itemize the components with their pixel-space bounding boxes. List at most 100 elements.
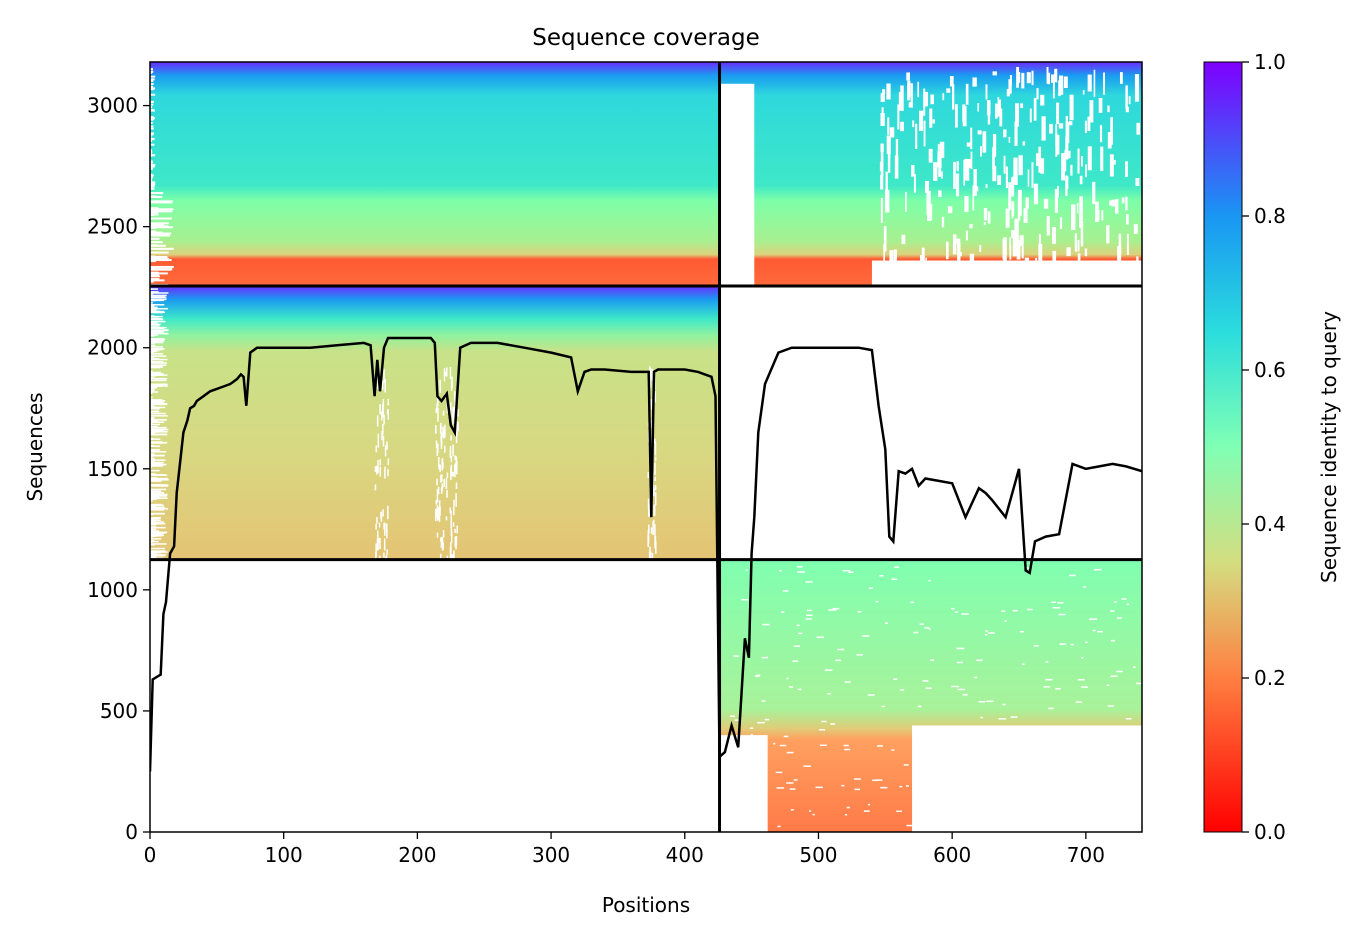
gap-mark [150,302,153,304]
gap-mark [150,392,153,394]
gap-mark [439,424,442,433]
gap-mark [1004,750,1011,752]
gap-mark [907,84,910,101]
gap-mark [383,522,385,530]
gap-mark [893,249,897,267]
gap-mark [1125,718,1132,720]
gap-mark [919,110,924,132]
gap-mark [997,97,1000,101]
gap-mark [844,748,851,751]
gap-mark [803,765,811,767]
gap-mark [1065,116,1068,124]
gap-mark [879,575,884,577]
gap-mark [893,678,898,680]
gap-mark [150,161,154,164]
gap-mark [897,104,900,130]
y-tick-label: 2000 [87,336,138,360]
gap-mark [150,550,166,552]
gap-mark [917,705,922,708]
gap-mark [1014,218,1019,244]
gap-mark [751,768,756,771]
gap-mark [150,208,174,211]
gap-mark [894,155,899,179]
gap-mark [1135,178,1140,186]
gap-mark [740,778,746,780]
gap-mark [971,803,980,806]
gap-mark [150,533,156,535]
gap-mark [377,382,379,389]
gap-mark [150,200,173,203]
gap-mark [1126,233,1129,255]
gap-mark [150,173,153,176]
gap-mark [875,600,879,603]
gap-mark [1079,213,1081,228]
gap-mark [954,104,958,128]
gap-mark [1003,129,1007,138]
gap-mark [953,161,956,189]
gap-mark [375,465,378,475]
gap-mark [1065,121,1070,144]
gap-mark [1054,68,1058,83]
gap-mark [442,426,444,438]
gap-mark [883,244,886,271]
gap-mark [1088,618,1097,620]
gap-mark [884,622,889,625]
gap-mark [150,325,160,327]
gap-mark [965,83,969,105]
gap-mark [1013,157,1018,185]
colorbar-tick-label: 0.2 [1254,666,1286,690]
gap-mark [150,453,155,455]
gap-mark [1074,787,1081,790]
gap-mark [150,342,156,344]
gap-mark [150,338,161,340]
gap-mark [1054,189,1059,213]
gap-mark [150,316,159,318]
gap-mark [1040,158,1045,174]
gap-mark [967,812,972,815]
gap-mark [150,268,172,271]
gap-mark [451,376,453,389]
gap-mark [1092,181,1096,205]
gap-mark [377,459,379,474]
gap-mark [912,120,915,128]
colorbar-tick-label: 0.4 [1254,512,1286,536]
gap-mark [863,810,870,812]
gap-mark [445,516,448,521]
gap-mark [956,661,963,664]
gap-mark [150,445,161,448]
gap-mark [150,391,159,393]
gap-mark [922,680,929,682]
gap-mark [150,547,165,550]
gap-mark [925,257,927,280]
gap-mark [781,611,785,613]
gap-mark [150,451,167,453]
gap-mark [958,250,961,271]
gap-mark [1125,85,1128,109]
gap-mark [150,234,166,237]
gap-mark [1087,74,1092,92]
gap-mark [783,735,789,738]
gap-mark [1119,72,1123,84]
gap-mark [150,519,161,521]
gap-mark [1133,666,1136,669]
gap-mark [954,611,959,613]
gap-mark [938,819,943,822]
gap-mark [387,458,390,466]
gap-mark [790,809,794,811]
gap-mark [150,419,155,421]
gap-mark [150,450,156,453]
gap-mark [1113,601,1117,603]
gap-mark [1095,201,1099,223]
gap-mark [999,108,1003,127]
gap-mark [1110,117,1113,145]
gap-mark [963,159,966,186]
gap-mark [888,150,891,159]
gap-mark [647,498,650,510]
gap-mark [995,103,998,119]
gap-mark [775,771,783,774]
gap-mark [1008,182,1012,211]
gap-mark [1136,682,1142,685]
gap-mark [150,296,167,299]
gap-mark [786,677,789,680]
